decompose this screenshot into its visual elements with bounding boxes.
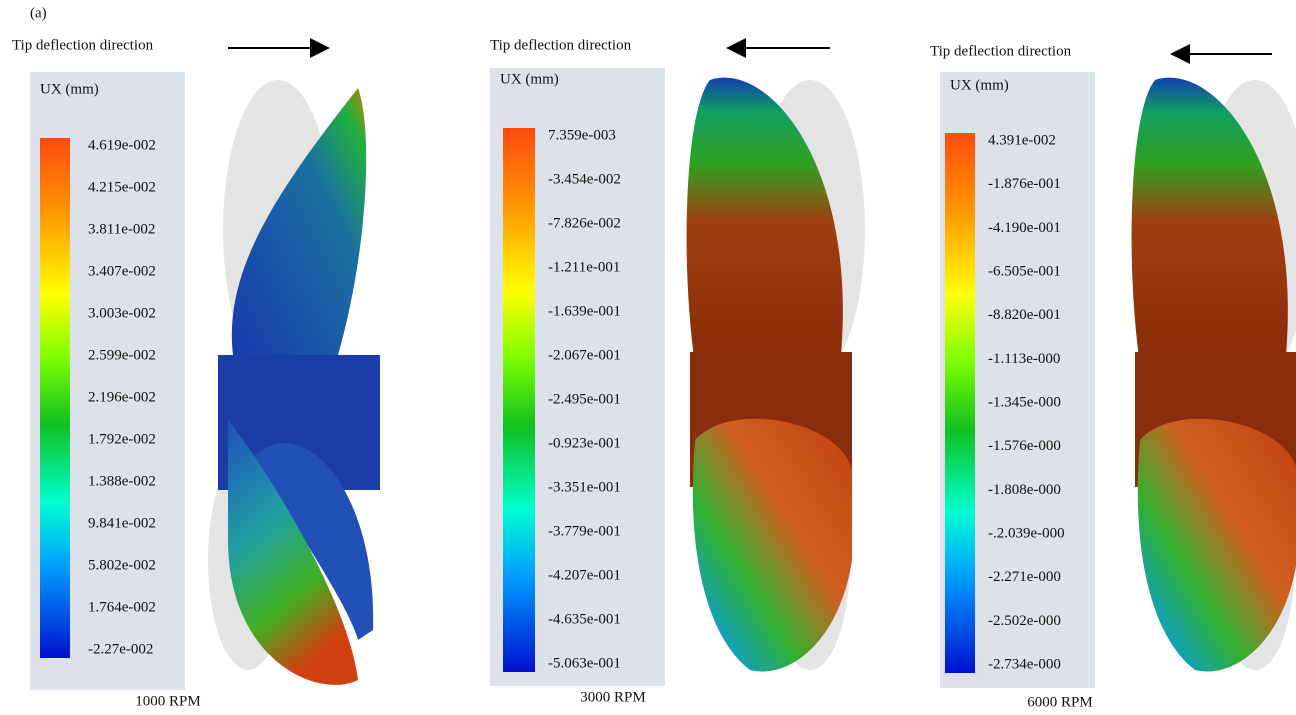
colorbar-label: -3.779e-001 [548,523,621,539]
colorbar-label: -1.876e-001 [988,176,1061,192]
colorbar-label: -3.454e-002 [548,171,621,187]
caption: 3000 RPM [580,689,645,705]
propeller [687,78,865,672]
colorbar-label: -1.576e-000 [988,438,1061,454]
colorbar-label: 3.407e-002 [88,263,156,279]
colorbar [945,133,975,673]
colorbar-label: -4.207e-001 [548,567,621,583]
caption: 1000 RPM [135,693,200,709]
colorbar-label: -1.211e-001 [548,259,620,275]
colorbar-label: 4.391e-002 [988,132,1056,148]
direction-label: Tip deflection direction [12,37,154,53]
colorbar-label: -7.826e-002 [548,215,621,231]
colorbar-label: 4.619e-002 [88,137,156,153]
colorbar-label: -1.639e-001 [548,303,621,319]
colorbar-label: -4.190e-001 [988,220,1061,236]
colorbar-label: -1.345e-000 [988,394,1061,410]
colorbar-label: -2.067e-001 [548,347,621,363]
colorbar-label: -1.113e-000 [988,351,1060,367]
colorbar-label: -8.820e-001 [988,307,1061,323]
colorbar-label: -6.505e-001 [988,263,1061,279]
legend-title: UX (mm) [950,77,1009,93]
colorbar-label: -.2.039e-000 [988,525,1065,541]
colorbar [503,128,535,672]
colorbar-label: 1.764e-002 [88,599,156,615]
colorbar-label: 7.359e-003 [548,127,616,143]
colorbar-label: -4.635e-001 [548,611,621,627]
colorbar-label: 2.196e-002 [88,389,156,405]
direction-label: Tip deflection direction [490,37,632,53]
colorbar-label: 2.599e-002 [88,347,156,363]
colorbar-label: -2.502e-000 [988,613,1061,629]
propeller [208,80,380,685]
colorbar [40,138,70,658]
caption: 6000 RPM [1027,694,1092,710]
colorbar-label: 4.215e-002 [88,179,156,195]
colorbar-label: -0.923e-001 [548,435,621,451]
colorbar-label: 1.388e-002 [88,473,156,489]
colorbar-label: -3.351e-001 [548,479,621,495]
colorbar-label: 3.811e-002 [88,221,155,237]
figure: (a) Tip deflection direction UX (mm) 4.619… [0,0,1296,715]
colorbar-label: -2.271e-000 [988,569,1061,585]
legend-title: UX (mm) [500,71,559,87]
colorbar-label: -2.27e-002 [88,641,153,657]
colorbar-label: -2.734e-000 [988,656,1061,672]
colorbar-label: 3.003e-002 [88,305,156,321]
colorbar-label: 9.841e-002 [88,515,156,531]
legend-title: UX (mm) [40,81,99,97]
colorbar-label: -5.063e-001 [548,655,621,671]
figure-label: (a) [30,5,47,21]
colorbar-label: 5.802e-002 [88,557,156,573]
colorbar-label: -2.495e-001 [548,391,621,407]
direction-label: Tip deflection direction [930,43,1072,59]
colorbar-label: -1.808e-000 [988,482,1061,498]
propeller [1132,78,1296,672]
colorbar-label: 1.792e-002 [88,431,156,447]
